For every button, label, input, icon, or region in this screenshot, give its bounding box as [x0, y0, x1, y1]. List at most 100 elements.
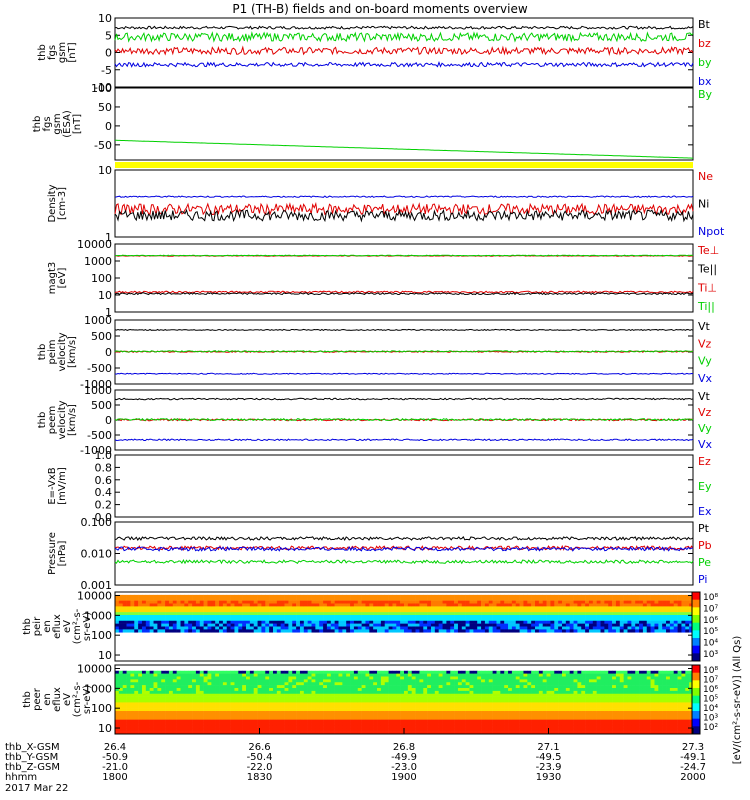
- spectrogram-cell: [434, 612, 439, 616]
- y-axis-label-line: velocity: [57, 332, 68, 371]
- spectrogram-cell: [338, 690, 343, 695]
- spectrogram-cell: [361, 615, 366, 619]
- spectrogram-cell: [118, 682, 123, 686]
- spectrogram-cell: [280, 699, 285, 703]
- spectrogram-cell: [446, 685, 451, 689]
- spectrogram-cell: [515, 708, 520, 712]
- spectrogram-cell: [646, 609, 651, 613]
- spectrogram-cell: [176, 615, 181, 619]
- spectrogram-cell: [542, 728, 547, 732]
- spectrogram-cell: [303, 716, 308, 720]
- spectrogram-cell: [392, 594, 397, 599]
- spectrogram-cell: [292, 716, 297, 720]
- spectrogram-cell: [168, 609, 174, 613]
- spectrogram-cell: [508, 606, 513, 610]
- spectrogram-cell: [168, 606, 174, 610]
- spectrogram-cell: [457, 594, 463, 599]
- legend-Vx: Vx: [698, 372, 713, 385]
- spectrogram-cell: [427, 609, 432, 613]
- spectrogram-cell: [558, 629, 563, 633]
- y-tick-label: 0.4: [95, 486, 113, 499]
- spectrogram-cell: [145, 702, 150, 706]
- y-axis-label-line: en: [42, 620, 53, 633]
- spectrogram-cell: [411, 713, 416, 718]
- spectrogram-cell: [130, 626, 135, 630]
- spectrogram-cell: [118, 693, 123, 697]
- spectrogram-cell: [542, 617, 547, 622]
- spectrogram-cell: [635, 612, 640, 616]
- spectrogram-cell: [257, 670, 262, 674]
- spectrogram-cell: [384, 685, 389, 689]
- spectrogram-cell: [369, 594, 374, 599]
- spectrogram-cell: [118, 702, 123, 706]
- spectrogram-cell: [323, 705, 328, 709]
- spectrogram-cell: [153, 708, 158, 712]
- spectrogram-cell: [211, 731, 216, 735]
- spectrogram-cell: [246, 679, 251, 683]
- spectrogram-cell: [126, 722, 131, 726]
- spectrogram-cell: [585, 708, 590, 712]
- spectrogram-cell: [492, 617, 497, 622]
- spectrogram-cell: [122, 696, 127, 700]
- spectrogram-cell: [357, 626, 362, 630]
- spectrogram-cell: [222, 600, 228, 604]
- spectrogram-cell: [315, 623, 320, 627]
- spectrogram-cell: [299, 702, 305, 706]
- spectrogram-cell: [319, 702, 324, 706]
- spectrogram-cell: [373, 688, 378, 692]
- spectrogram-cell: [377, 597, 382, 601]
- spectrogram-cell: [145, 688, 150, 692]
- spectrogram-cell: [226, 705, 231, 709]
- spectrogram-cell: [323, 629, 328, 633]
- spectrogram-cell: [500, 713, 505, 718]
- spectrogram-cell: [299, 679, 305, 683]
- spectrogram-cell: [276, 682, 281, 686]
- spectrogram-cell: [296, 722, 301, 726]
- spectrogram-cell: [438, 693, 443, 697]
- spectrogram-cell: [377, 731, 382, 735]
- spectrogram-cell: [427, 688, 432, 692]
- spectrogram-cell: [296, 682, 301, 686]
- spectrogram-cell: [523, 612, 528, 616]
- spectrogram-cell: [373, 722, 378, 726]
- spectrogram-cell: [246, 688, 251, 692]
- spectrogram-cell: [469, 690, 474, 695]
- y-axis-label: magt3[eV]: [47, 262, 68, 295]
- spectrogram-cell: [415, 705, 420, 709]
- spectrogram-cell: [257, 617, 262, 622]
- spectrogram-cell: [427, 623, 432, 627]
- spectrogram-cell: [542, 688, 547, 692]
- legend-Te⊥: Te⊥: [697, 244, 719, 257]
- spectrogram-cell: [219, 676, 224, 680]
- spectrogram-cell: [669, 626, 675, 630]
- spectrogram-cell: [484, 705, 490, 709]
- spectrogram-cell: [573, 685, 578, 689]
- spectrogram-cell: [115, 725, 120, 729]
- spectrogram-cell: [612, 606, 617, 610]
- spectrogram-cell: [681, 626, 686, 630]
- spectrogram-cell: [473, 696, 478, 700]
- spectrogram-cell: [246, 725, 251, 729]
- spectrogram-cell: [627, 594, 632, 599]
- spectrogram-cell: [581, 688, 586, 692]
- spectrogram-cell: [377, 603, 382, 607]
- spectrogram-cell: [523, 673, 528, 677]
- spectrogram-cell: [384, 670, 389, 674]
- spectrogram-cell: [488, 685, 493, 689]
- spectrogram-cell: [141, 594, 147, 599]
- spectrogram-cell: [165, 685, 170, 689]
- spectrogram-cell: [303, 623, 308, 627]
- spectrogram-cell: [276, 713, 281, 718]
- spectrogram-cell: [323, 594, 328, 599]
- spectrogram-cell: [454, 620, 459, 624]
- colorbar-tick-label: 10⁸: [703, 593, 718, 603]
- spectrogram-cell: [292, 688, 297, 692]
- spectrogram-cell: [207, 615, 212, 619]
- spectrogram-cell: [411, 699, 416, 703]
- spectrogram-cell: [238, 603, 243, 607]
- spectrogram-cell: [249, 702, 255, 706]
- spectrogram-cell: [126, 606, 131, 610]
- spectrogram-cell: [527, 606, 532, 610]
- spectrogram-cell: [319, 722, 324, 726]
- spectrogram-cell: [396, 728, 401, 732]
